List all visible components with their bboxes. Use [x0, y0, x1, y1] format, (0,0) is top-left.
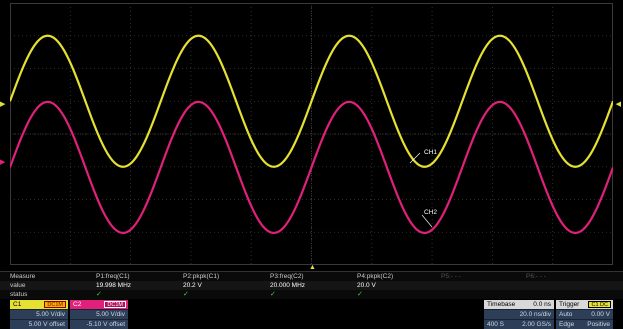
- trigger-header: Trigger C1 DC: [556, 300, 613, 309]
- measure-status-row: status ✓ ✓ ✓ ✓: [0, 290, 623, 299]
- measure-param-p6[interactable]: P6:- - -: [526, 273, 546, 280]
- measure-value-p3: 20.000 MHz: [270, 282, 306, 289]
- ch1-label-leader: [409, 152, 421, 164]
- waveform-grid[interactable]: CH1 CH2: [10, 3, 613, 265]
- trace-ch1: [10, 34, 613, 168]
- timebase-label: Timebase: [487, 301, 516, 308]
- grid-border: [10, 3, 613, 265]
- value-row-label: value: [10, 282, 26, 289]
- trigger-level: 0.00 V: [591, 311, 610, 318]
- measure-value-row: value 19.998 MHz 20.2 V 20.000 MHz 20.0 …: [0, 281, 623, 290]
- ch1-trace-label: CH1: [424, 149, 438, 156]
- trigger-type: Edge: [559, 321, 575, 328]
- trigger-mode: Auto: [559, 311, 573, 318]
- measure-param-p1[interactable]: P1:freq(C1): [96, 273, 130, 280]
- trigger-label: Trigger: [559, 301, 580, 308]
- timebase-descriptor[interactable]: Timebase 0.0 ns 20.0 ns/div 400 S 2.00 G…: [484, 300, 554, 329]
- channel-1-descriptor[interactable]: C1 DC1M 5.00 V/div 5.00 V offset: [10, 300, 68, 329]
- measure-param-p4[interactable]: P4:pkpk(C2): [357, 273, 394, 280]
- channel-1-offset: 5.00 V offset: [10, 320, 68, 329]
- trigger-source-badge: C1 DC: [588, 301, 611, 308]
- timebase-rate: 2.00 GS/s: [522, 321, 551, 328]
- timebase-samples: 400 S: [487, 321, 504, 328]
- ch2-label-leader: [421, 214, 433, 228]
- c1-ground-marker-icon[interactable]: ▶: [0, 101, 6, 108]
- channel-1-vdiv: 5.00 V/div: [10, 310, 68, 319]
- check-icon: ✓: [357, 291, 363, 298]
- channel-2-descriptor[interactable]: C2 DC1M 5.00 V/div -5.10 V offset: [70, 300, 128, 329]
- measure-value-p1: 19.998 MHz: [96, 282, 132, 289]
- channel-2-label: C2: [73, 301, 82, 308]
- measure-param-p3[interactable]: P3:freq(C2): [270, 273, 304, 280]
- measure-value-p2: 20.2 V: [183, 282, 202, 289]
- trigger-type-line: Edge Positive: [556, 320, 613, 329]
- channel-1-coupling-badge: DC1M: [44, 301, 66, 308]
- grid-lines: [10, 3, 613, 265]
- check-icon: ✓: [183, 291, 189, 298]
- channel-2-vdiv: 5.00 V/div: [70, 310, 128, 319]
- channel-2-offset: -5.10 V offset: [70, 320, 128, 329]
- measure-row-label: Measure: [10, 273, 36, 280]
- trace-ch2: [10, 100, 613, 235]
- check-icon: ✓: [270, 291, 276, 298]
- channel-1-header: C1 DC1M: [10, 300, 68, 309]
- channel-2-coupling-badge: DC1M: [104, 301, 126, 308]
- ch2-trace-label: CH2: [424, 209, 438, 216]
- trigger-descriptor[interactable]: Trigger C1 DC Auto 0.00 V Edge Positive: [556, 300, 613, 329]
- measure-param-p5[interactable]: P5:- - -: [441, 273, 461, 280]
- trigger-position-marker-icon[interactable]: ▲: [309, 264, 316, 271]
- waveform-grid-svg: [10, 3, 613, 265]
- measure-header-row: Measure P1:freq(C1) P2:pkpk(C1) P3:freq(…: [0, 272, 623, 281]
- status-row-label: status: [10, 291, 28, 298]
- timebase-header: Timebase 0.0 ns: [484, 300, 554, 309]
- measure-param-p2[interactable]: P2:pkpk(C1): [183, 273, 220, 280]
- channel-1-label: C1: [13, 301, 22, 308]
- trigger-level-marker-icon[interactable]: ◀: [615, 101, 621, 108]
- channel-2-header: C2 DC1M: [70, 300, 128, 309]
- timebase-sampling: 400 S 2.00 GS/s: [484, 320, 554, 329]
- trigger-slope: Positive: [587, 321, 610, 328]
- timebase-tdiv: 20.0 ns/div: [484, 310, 554, 319]
- check-icon: ✓: [96, 291, 102, 298]
- measure-value-p4: 20.0 V: [357, 282, 376, 289]
- descriptor-bar: C1 DC1M 5.00 V/div 5.00 V offset C2 DC1M…: [0, 300, 623, 329]
- trigger-mode-line: Auto 0.00 V: [556, 310, 613, 319]
- timebase-delay: 0.0 ns: [533, 301, 551, 308]
- measure-table: Measure P1:freq(C1) P2:pkpk(C1) P3:freq(…: [0, 271, 623, 299]
- c2-ground-marker-icon[interactable]: ▶: [0, 159, 6, 166]
